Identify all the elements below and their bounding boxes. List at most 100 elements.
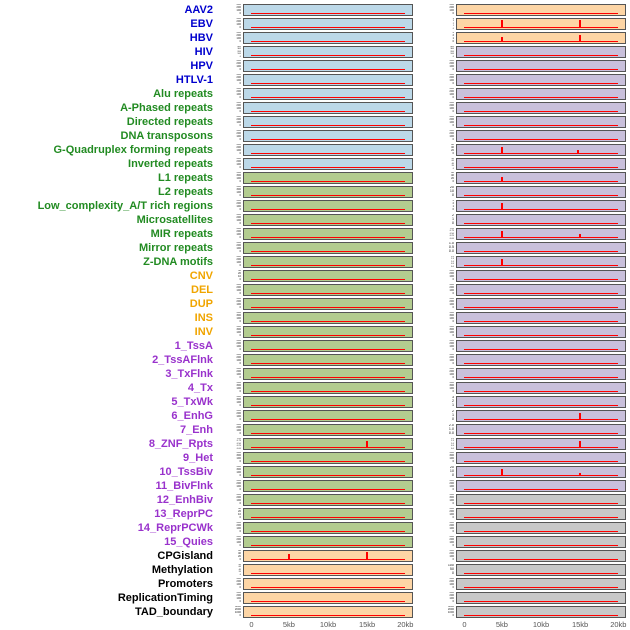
y-tick-label: 0 xyxy=(452,40,454,44)
y-tick-label: 200 xyxy=(449,132,454,136)
y-axis-tick-labels-left: 300 200 100 0 xyxy=(213,214,243,226)
y-tick-label: 200 xyxy=(236,482,241,486)
y-tick-label: 100 xyxy=(449,331,454,335)
signal-baseline xyxy=(250,97,406,98)
y-tick-label: 0.50 xyxy=(236,442,241,445)
y-tick-label: 40 xyxy=(237,552,241,556)
track-row-14-reprpcwk: 14_ReprPCWk 300 200 100 0 300 200 100 0 xyxy=(0,521,630,535)
y-tick-label: 300 xyxy=(236,32,241,34)
y-axis-tick-labels-left: 30 20 10 0 xyxy=(213,508,243,520)
signal-baseline xyxy=(250,27,406,28)
y-tick-label: 300 xyxy=(236,298,241,300)
y-tick-label: 200 xyxy=(236,6,241,10)
y-tick-label: 300 xyxy=(236,174,241,178)
y-tick-label: 0 xyxy=(239,180,241,184)
y-tick-label: 3000 xyxy=(447,606,454,608)
y-tick-label: 0 xyxy=(239,138,241,142)
signal-baseline xyxy=(463,447,619,448)
signal-baseline xyxy=(250,405,406,406)
left-signal-panel xyxy=(243,116,413,128)
y-tick-label: 2.0 xyxy=(448,424,454,427)
signal-baseline xyxy=(250,391,406,392)
x-axis-tick-label: 0 xyxy=(249,620,254,629)
y-tick-label: 0 xyxy=(239,348,241,352)
left-signal-panel xyxy=(243,186,413,198)
y-tick-label: 100 xyxy=(447,564,454,567)
y-tick-label: 400 xyxy=(237,46,241,48)
y-axis-tick-labels-right: 80 60 40 20 0 xyxy=(426,158,456,170)
y-axis-tick-labels-left: 400 300 200 100 0 xyxy=(213,46,243,58)
signal-spike xyxy=(578,19,581,28)
y-tick-label: 0 xyxy=(239,55,241,58)
y-tick-label: 1 xyxy=(451,403,454,408)
y-tick-label: 200 xyxy=(449,342,454,346)
y-tick-label: 0 xyxy=(239,68,241,72)
y-tick-label: 0 xyxy=(239,208,241,212)
y-axis-tick-labels-right: 3000 2000 1000 0 xyxy=(426,606,456,618)
track-label: Methylation xyxy=(151,564,213,576)
y-tick-label: 300 xyxy=(449,314,454,318)
track-label: 4_Tx xyxy=(187,382,213,394)
y-tick-label: 300 xyxy=(236,398,241,402)
y-axis-tick-labels-left: 500 300 100 0 xyxy=(213,382,243,394)
signal-baseline xyxy=(250,195,406,196)
y-tick-label: 100 xyxy=(449,485,454,489)
signal-baseline xyxy=(463,13,619,14)
signal-baseline xyxy=(463,559,619,560)
x-axis: 0 5kb 10kb 15kb 20kb 0 5kb 10kb 15kb 20kb xyxy=(0,619,630,630)
y-tick-label: 200 xyxy=(236,146,241,150)
signal-baseline xyxy=(463,279,619,280)
y-tick-label: 20 xyxy=(450,177,454,181)
y-tick-label: 300 xyxy=(449,74,454,76)
y-axis-tick-labels-left: 300 200 100 0 xyxy=(213,340,243,352)
left-signal-panel xyxy=(243,438,413,450)
track-label: 12_EnhBiv xyxy=(156,494,213,506)
right-signal-panel xyxy=(456,158,626,170)
y-axis-tick-labels-right: 300 200 100 0 xyxy=(426,130,456,142)
track-label: 2_TssAFlnk xyxy=(152,354,213,366)
signal-baseline xyxy=(250,111,406,112)
y-tick-label: 300 xyxy=(236,522,241,524)
y-tick-label: 0 xyxy=(452,390,454,394)
y-tick-label: 300 xyxy=(236,536,241,538)
track-row-low-complexity-a-t-rich-regions: Low_complexity_A/T rich regions 300 200 100… xyxy=(0,199,630,213)
y-tick-label: 200 xyxy=(236,104,241,108)
track-row-8-znf-rpts: 8_ZNF_Rpts 1.00 0.75 0.50 0.25 0.00 2.0 1.5 1.0 0… xyxy=(0,437,630,451)
x-axis-tick-label: 15kb xyxy=(571,620,589,629)
y-tick-label: 200 xyxy=(237,50,241,53)
y-tick-label: 0 xyxy=(239,12,241,16)
track-row-3-txflnk: 3_TxFlnk 300 200 100 0 300 200 100 0 xyxy=(0,367,630,381)
y-tick-label: 0.00 xyxy=(236,447,241,450)
y-tick-label: 2000 xyxy=(447,608,454,612)
signal-baseline xyxy=(250,545,406,546)
y-tick-label: 0 xyxy=(239,194,241,198)
left-signal-panel xyxy=(243,480,413,492)
y-tick-label: 1.0 xyxy=(448,427,454,432)
left-signal-panel xyxy=(243,242,413,254)
track-row-ins: INS 500 300 100 0 500 300 100 0 xyxy=(0,311,630,325)
y-tick-label: 2 xyxy=(451,399,454,404)
y-axis-tick-labels-right: 2.0 1.0 0.0 xyxy=(426,424,456,436)
y-axis-tick-labels-right: 100 50 0 xyxy=(426,564,456,576)
y-tick-label: 1 xyxy=(452,25,454,28)
y-tick-label: 100 xyxy=(449,79,454,83)
y-axis-tick-labels-right: 400 300 200 100 0 xyxy=(426,46,456,58)
y-tick-label: 100 xyxy=(449,345,454,349)
y-tick-label: 300 xyxy=(449,284,454,286)
y-tick-label: 100 xyxy=(236,233,241,237)
signal-spike xyxy=(365,552,368,560)
left-signal-panel xyxy=(243,200,413,212)
y-tick-label: 0 xyxy=(239,488,241,492)
y-tick-label: 200 xyxy=(236,160,241,164)
y-tick-label: 200 xyxy=(236,230,241,234)
track-row-mir-repeats: MIR repeats 300 200 100 0 1.00 0.75 0.50 0.25 0.0… xyxy=(0,227,630,241)
y-tick-label: 100 xyxy=(236,345,241,349)
y-axis-tick-labels-left: 300 200 100 0 xyxy=(213,298,243,310)
y-tick-label: 100 xyxy=(236,177,241,181)
left-signal-panel xyxy=(243,60,413,72)
y-tick-label: 300 xyxy=(236,368,241,370)
signal-baseline xyxy=(463,153,619,154)
